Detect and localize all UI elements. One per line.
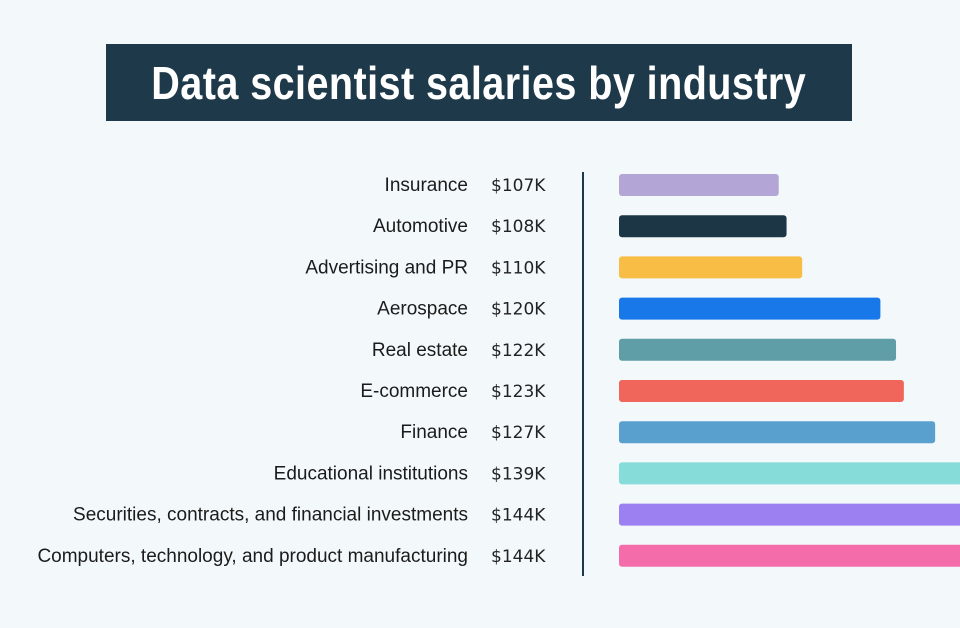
category-label: Advertising and PR xyxy=(305,257,468,278)
value-label: $110K xyxy=(491,258,546,278)
category-label: Securities, contracts, and financial inv… xyxy=(73,505,468,526)
bar xyxy=(619,421,936,444)
bar xyxy=(619,544,960,567)
value-label: $108K xyxy=(491,217,546,237)
bar xyxy=(619,174,779,196)
value-label: $139K xyxy=(491,464,546,484)
value-label: $120K xyxy=(491,300,546,320)
chart-title: Data scientist salaries by industry xyxy=(151,56,807,109)
bar xyxy=(619,256,803,279)
bar xyxy=(619,338,897,361)
category-label: Aerospace xyxy=(377,299,468,320)
category-label: E-commerce xyxy=(360,381,468,402)
value-label: $127K xyxy=(491,423,546,443)
value-label: $123K xyxy=(491,382,546,402)
value-label: $144K xyxy=(491,506,546,526)
bar xyxy=(619,380,904,402)
category-label: Real estate xyxy=(372,340,468,361)
category-label: Finance xyxy=(400,422,468,443)
title-box: Data scientist salaries by industry xyxy=(106,44,852,121)
value-label: $144K xyxy=(491,547,546,567)
category-label: Educational institutions xyxy=(274,463,468,484)
category-label: Insurance xyxy=(385,175,468,196)
bar xyxy=(619,503,960,526)
value-label: $107K xyxy=(491,176,546,196)
bar xyxy=(619,462,960,485)
category-label: Automotive xyxy=(373,216,468,237)
value-label: $122K xyxy=(491,341,546,361)
bar xyxy=(619,297,881,320)
category-label: Computers, technology, and product manuf… xyxy=(37,546,468,567)
bar xyxy=(619,215,787,238)
